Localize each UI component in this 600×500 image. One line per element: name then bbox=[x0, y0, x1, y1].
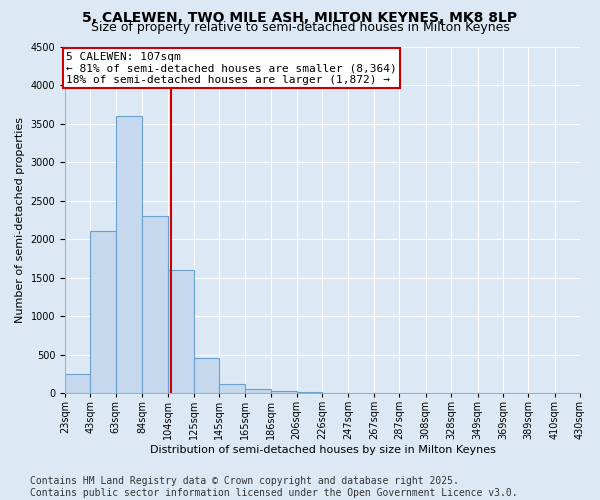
Bar bbox=[142, 216, 167, 393]
Bar bbox=[167, 270, 194, 393]
X-axis label: Distribution of semi-detached houses by size in Milton Keynes: Distribution of semi-detached houses by … bbox=[149, 445, 496, 455]
Text: Size of property relative to semi-detached houses in Milton Keynes: Size of property relative to semi-detach… bbox=[91, 21, 509, 34]
Bar bbox=[116, 116, 142, 393]
Bar bbox=[245, 390, 271, 393]
Bar bbox=[65, 374, 91, 393]
Bar bbox=[194, 358, 220, 393]
Text: Contains HM Land Registry data © Crown copyright and database right 2025.
Contai: Contains HM Land Registry data © Crown c… bbox=[30, 476, 518, 498]
Bar bbox=[220, 384, 245, 393]
Y-axis label: Number of semi-detached properties: Number of semi-detached properties bbox=[15, 117, 25, 323]
Bar bbox=[91, 232, 116, 393]
Bar bbox=[271, 391, 296, 393]
Text: 5, CALEWEN, TWO MILE ASH, MILTON KEYNES, MK8 8LP: 5, CALEWEN, TWO MILE ASH, MILTON KEYNES,… bbox=[82, 11, 518, 25]
Bar bbox=[296, 392, 322, 393]
Text: 5 CALEWEN: 107sqm
← 81% of semi-detached houses are smaller (8,364)
18% of semi-: 5 CALEWEN: 107sqm ← 81% of semi-detached… bbox=[66, 52, 397, 85]
